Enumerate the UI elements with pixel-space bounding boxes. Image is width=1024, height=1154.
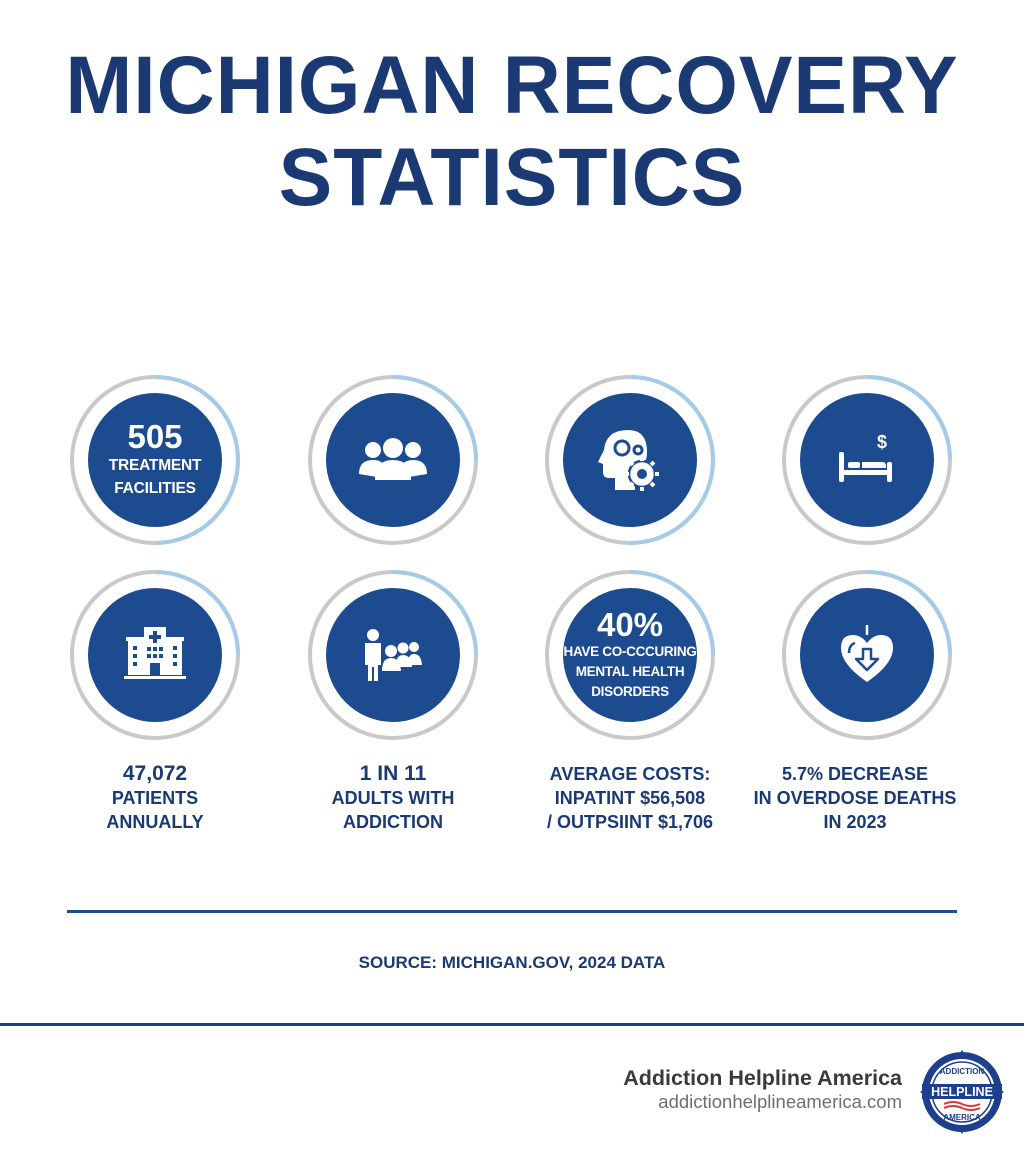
caption-lead: AVERAGE COSTS: xyxy=(549,764,711,784)
page-title: MICHIGAN RECOVERY STATISTICS xyxy=(10,40,1014,224)
stat-disk: $ xyxy=(800,393,934,527)
progress-ring xyxy=(545,570,715,740)
brand-name: Addiction Helpline America xyxy=(623,1066,902,1090)
progress-ring xyxy=(782,570,952,740)
title-line-2: STATISTICS xyxy=(278,132,746,223)
stat-label-line: DISORDERS xyxy=(591,684,669,699)
stat-label-line: FACILITIES xyxy=(114,480,196,497)
section-divider xyxy=(67,910,957,913)
stat-disk xyxy=(326,393,460,527)
stat-label-line: TREATMENT xyxy=(108,457,202,474)
stat-disk: 505 TREATMENT FACILITIES xyxy=(88,393,222,527)
stat-cost: $ xyxy=(781,374,953,546)
person-crowd-icon xyxy=(365,629,422,681)
stat-disk xyxy=(88,588,222,722)
brand-url[interactable]: addictionhelplineamerica.com xyxy=(658,1091,902,1112)
head-gears-icon xyxy=(598,430,659,491)
caption-line: INPATINT $56,508 xyxy=(554,788,706,808)
progress-ring xyxy=(545,375,715,545)
stat-hospital xyxy=(69,569,241,741)
stat-value: 40% xyxy=(596,606,664,643)
source-note: SOURCE: MICHIGAN.GOV, 2024 DATA xyxy=(358,953,666,972)
stat-adults xyxy=(307,569,479,741)
heart-down-arrow-icon xyxy=(841,625,893,682)
caption-adults: 1 IN 11 ADULTS WITH ADDICTION xyxy=(273,762,513,834)
stat-people xyxy=(307,374,479,546)
stat-disk xyxy=(800,588,934,722)
badge-top-text: ADDICTION xyxy=(940,1067,985,1076)
caption-line: / OUTPSIINT $1,706 xyxy=(546,812,714,832)
caption-line: IN OVERDOSE DEATHS xyxy=(753,788,957,808)
stat-label-line: HAVE CO-CCCURING xyxy=(563,644,697,659)
caption-costs: AVERAGE COSTS: INPATINT $56,508 / OUTPSI… xyxy=(510,762,750,834)
badge-middle-text: HELPLINE xyxy=(931,1085,993,1099)
stat-label-line: MENTAL HEALTH xyxy=(575,664,685,679)
badge-bottom-text: AMERICA xyxy=(943,1113,981,1122)
stat-treatment-facilities: 505 TREATMENT FACILITIES xyxy=(69,374,241,546)
caption-overdose: 5.7% DECREASE IN OVERDOSE DEATHS IN 2023 xyxy=(735,762,975,834)
caption-lead: 1 IN 11 xyxy=(359,762,427,785)
caption-patients: 47,072 PATIENTS ANNUALLY xyxy=(35,762,275,834)
caption-line: IN 2023 xyxy=(823,812,887,832)
stat-mental xyxy=(544,374,716,546)
stat-disk xyxy=(563,393,697,527)
progress-ring xyxy=(70,375,240,545)
progress-ring xyxy=(308,375,478,545)
progress-ring xyxy=(70,570,240,740)
helpline-badge-logo-icon: ADDICTION HELPLINE AMERICA xyxy=(920,1050,1004,1134)
caption-line: ADDICTION xyxy=(343,812,443,832)
stat-overdose xyxy=(781,569,953,741)
progress-ring xyxy=(308,570,478,740)
group-icon xyxy=(359,438,427,480)
progress-ring xyxy=(782,375,952,545)
caption-line: ADULTS WITH xyxy=(331,788,455,808)
hospital-icon xyxy=(124,627,186,679)
stat-disk: 40% HAVE CO-CCCURING MENTAL HEALTH DISOR… xyxy=(563,588,697,722)
stat-co-occurring: 40% HAVE CO-CCCURING MENTAL HEALTH DISOR… xyxy=(544,569,716,741)
caption-line: PATIENTS xyxy=(111,788,199,808)
footer-divider xyxy=(0,1023,1024,1026)
caption-lead: 47,072 xyxy=(122,762,188,785)
caption-line: ANNUALLY xyxy=(106,812,204,832)
stat-value: 505 xyxy=(127,418,183,455)
title-line-1: MICHIGAN RECOVERY xyxy=(65,40,959,131)
stat-disk xyxy=(326,588,460,722)
brand-block: Addiction Helpline America addictionhelp… xyxy=(623,1065,902,1113)
svg-text:$: $ xyxy=(877,432,887,452)
bed-dollar-icon: $ xyxy=(839,432,892,482)
caption-lead: 5.7% DECREASE xyxy=(781,764,929,784)
